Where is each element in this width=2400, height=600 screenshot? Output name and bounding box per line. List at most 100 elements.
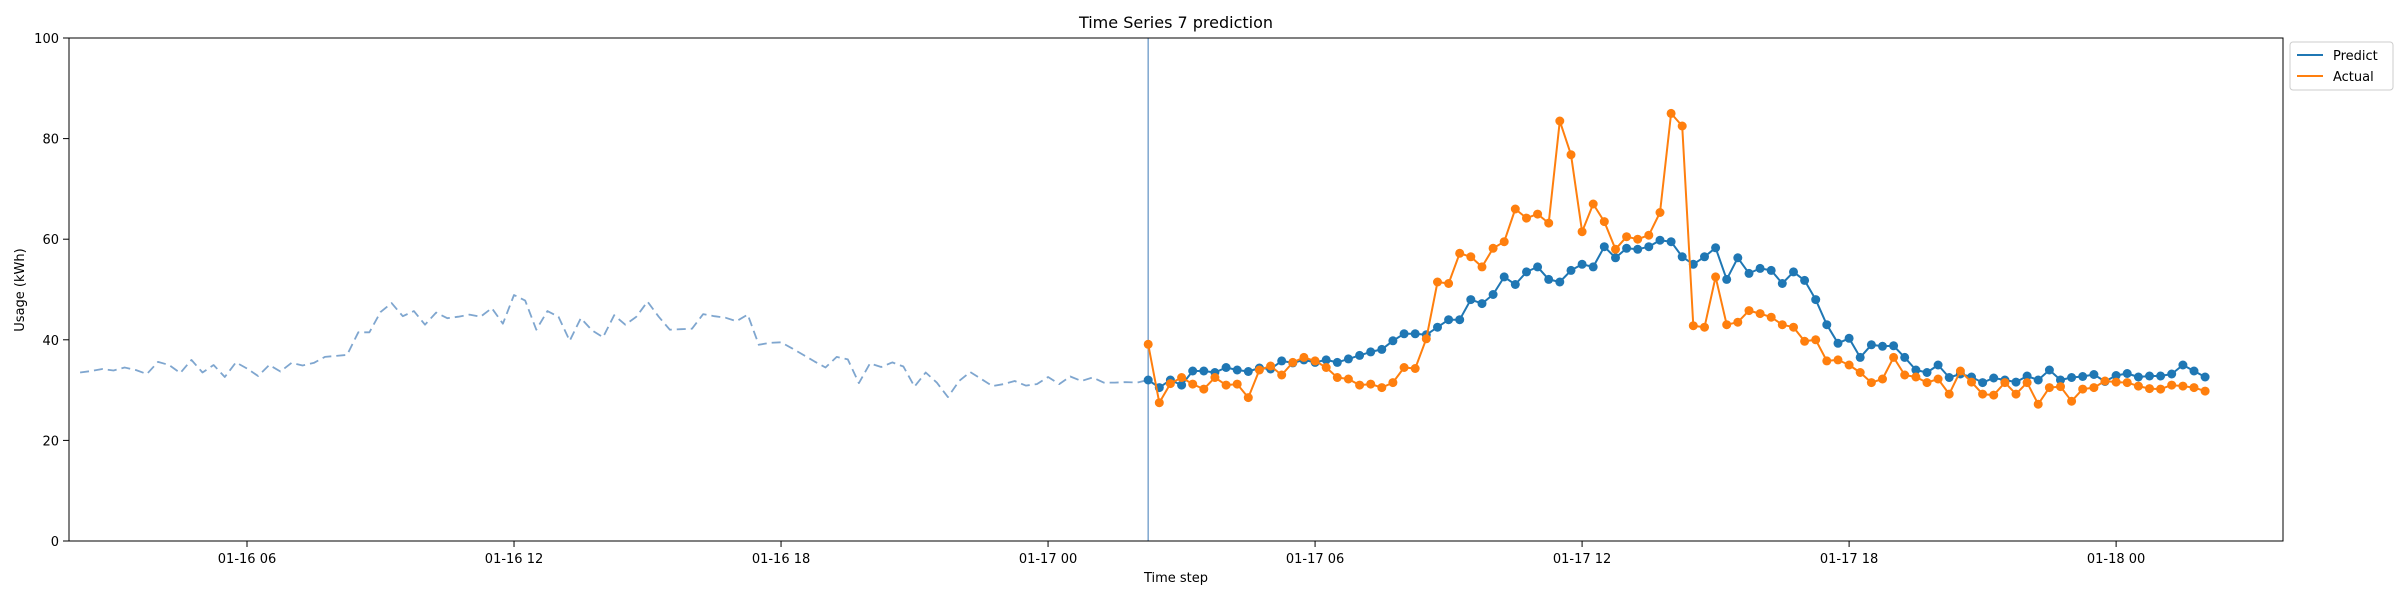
data-point-actual — [1321, 363, 1331, 372]
data-point-predict — [1655, 235, 1665, 245]
data-point-actual — [1922, 378, 1932, 388]
data-point-actual — [2067, 396, 2077, 406]
data-point-predict — [1232, 365, 1242, 375]
data-point-predict — [1522, 267, 1531, 277]
data-point-predict — [1911, 365, 1921, 375]
data-point-actual — [1154, 398, 1164, 408]
data-point-actual — [1332, 373, 1342, 382]
data-point-predict — [1588, 262, 1598, 272]
data-point-predict — [2200, 372, 2210, 382]
data-point-actual — [1444, 279, 1454, 288]
legend: Predict Actual — [2289, 41, 2394, 91]
data-point-predict — [1733, 253, 1743, 263]
data-point-predict — [2044, 365, 2054, 375]
data-point-predict — [1243, 367, 1253, 376]
data-point-predict — [1577, 259, 1587, 269]
data-point-predict — [1488, 290, 1498, 299]
data-point-predict — [1332, 357, 1342, 367]
data-point-actual — [1310, 356, 1320, 366]
data-point-predict — [1399, 329, 1409, 339]
data-point-actual — [1455, 248, 1465, 258]
data-point-actual — [1933, 374, 1943, 384]
data-point-actual — [1955, 366, 1965, 376]
x-tick-label: 01-17 18 — [1820, 552, 1878, 567]
data-point-actual — [1410, 364, 1420, 373]
data-point-actual — [1177, 373, 1187, 382]
x-tick-label: 01-17 00 — [1019, 552, 1077, 567]
data-point-actual — [2111, 377, 2121, 387]
data-point-predict — [1744, 268, 1754, 278]
data-point-actual — [1911, 372, 1921, 382]
data-point-actual — [1800, 336, 1810, 346]
data-point-predict — [1444, 315, 1454, 325]
grid-and-ticks: 0 20 40 60 80 100 01-16 06 01-16 12 01-16 18 01-1… — [34, 32, 2145, 567]
data-point-actual — [1855, 368, 1865, 377]
data-point-predict — [1878, 341, 1887, 351]
data-point-actual — [1900, 370, 1910, 380]
data-point-predict — [1889, 341, 1899, 351]
data-point-actual — [1343, 374, 1353, 384]
data-point-predict — [1377, 344, 1387, 354]
data-point-actual — [1544, 218, 1554, 228]
data-point-actual — [1744, 306, 1754, 316]
data-point-actual — [1143, 339, 1153, 349]
data-point-actual — [1889, 352, 1899, 362]
data-point-predict — [1633, 244, 1643, 254]
data-point-predict — [2145, 371, 2154, 381]
data-point-predict — [2189, 366, 2199, 376]
data-point-actual — [2200, 386, 2210, 396]
data-point-predict — [1944, 373, 1954, 382]
data-point-actual — [1733, 317, 1743, 327]
legend-actual-label: Actual — [2333, 70, 2374, 85]
data-point-actual — [1766, 312, 1776, 322]
data-point-actual — [1232, 379, 1242, 389]
data-point-actual — [1266, 361, 1276, 371]
legend-predict-label: Predict — [2333, 49, 2378, 64]
data-point-actual — [1299, 352, 1309, 362]
data-point-actual — [1355, 380, 1365, 390]
data-point-actual — [1833, 355, 1843, 365]
data-point-actual — [1499, 237, 1509, 247]
data-point-predict — [1622, 243, 1632, 253]
data-point-actual — [1700, 322, 1709, 332]
data-point-actual — [2044, 383, 2054, 393]
data-point-predict — [1900, 352, 1910, 362]
data-point-predict — [1978, 378, 1988, 388]
data-point-actual — [1688, 321, 1698, 331]
data-point-actual — [1722, 320, 1732, 330]
data-point-actual — [1165, 379, 1175, 389]
data-point-actual — [1288, 357, 1298, 367]
data-point-predict — [1866, 340, 1876, 350]
data-point-actual — [1399, 363, 1409, 372]
data-point-predict — [1811, 295, 1821, 305]
data-point-predict — [2011, 377, 2021, 387]
data-point-predict — [1722, 274, 1732, 284]
data-point-predict — [1644, 242, 1654, 252]
data-point-predict — [1677, 252, 1687, 262]
data-point-predict — [1611, 253, 1620, 263]
data-point-actual — [1254, 365, 1264, 375]
data-point-actual — [1366, 379, 1376, 389]
data-point-actual — [1199, 384, 1209, 394]
data-point-actual — [2100, 376, 2110, 386]
data-point-predict — [1844, 333, 1854, 343]
data-point-predict — [1177, 380, 1187, 390]
data-point-actual — [1488, 243, 1498, 253]
data-point-predict — [1833, 338, 1843, 348]
data-point-predict — [1277, 356, 1287, 366]
data-point-actual — [1677, 121, 1687, 131]
data-point-predict — [1466, 295, 1476, 305]
data-point-predict — [1533, 262, 1543, 272]
data-point-actual — [1844, 360, 1854, 370]
data-point-predict — [1199, 366, 1209, 376]
data-point-actual — [1188, 379, 1198, 389]
data-point-actual — [1755, 309, 1765, 319]
data-point-predict — [1555, 277, 1565, 287]
data-point-predict — [1755, 263, 1765, 273]
data-point-predict — [2033, 375, 2043, 385]
data-point-actual — [1522, 213, 1531, 223]
data-point-predict — [2122, 369, 2132, 378]
data-point-predict — [1822, 320, 1832, 330]
data-point-predict — [1566, 265, 1576, 275]
